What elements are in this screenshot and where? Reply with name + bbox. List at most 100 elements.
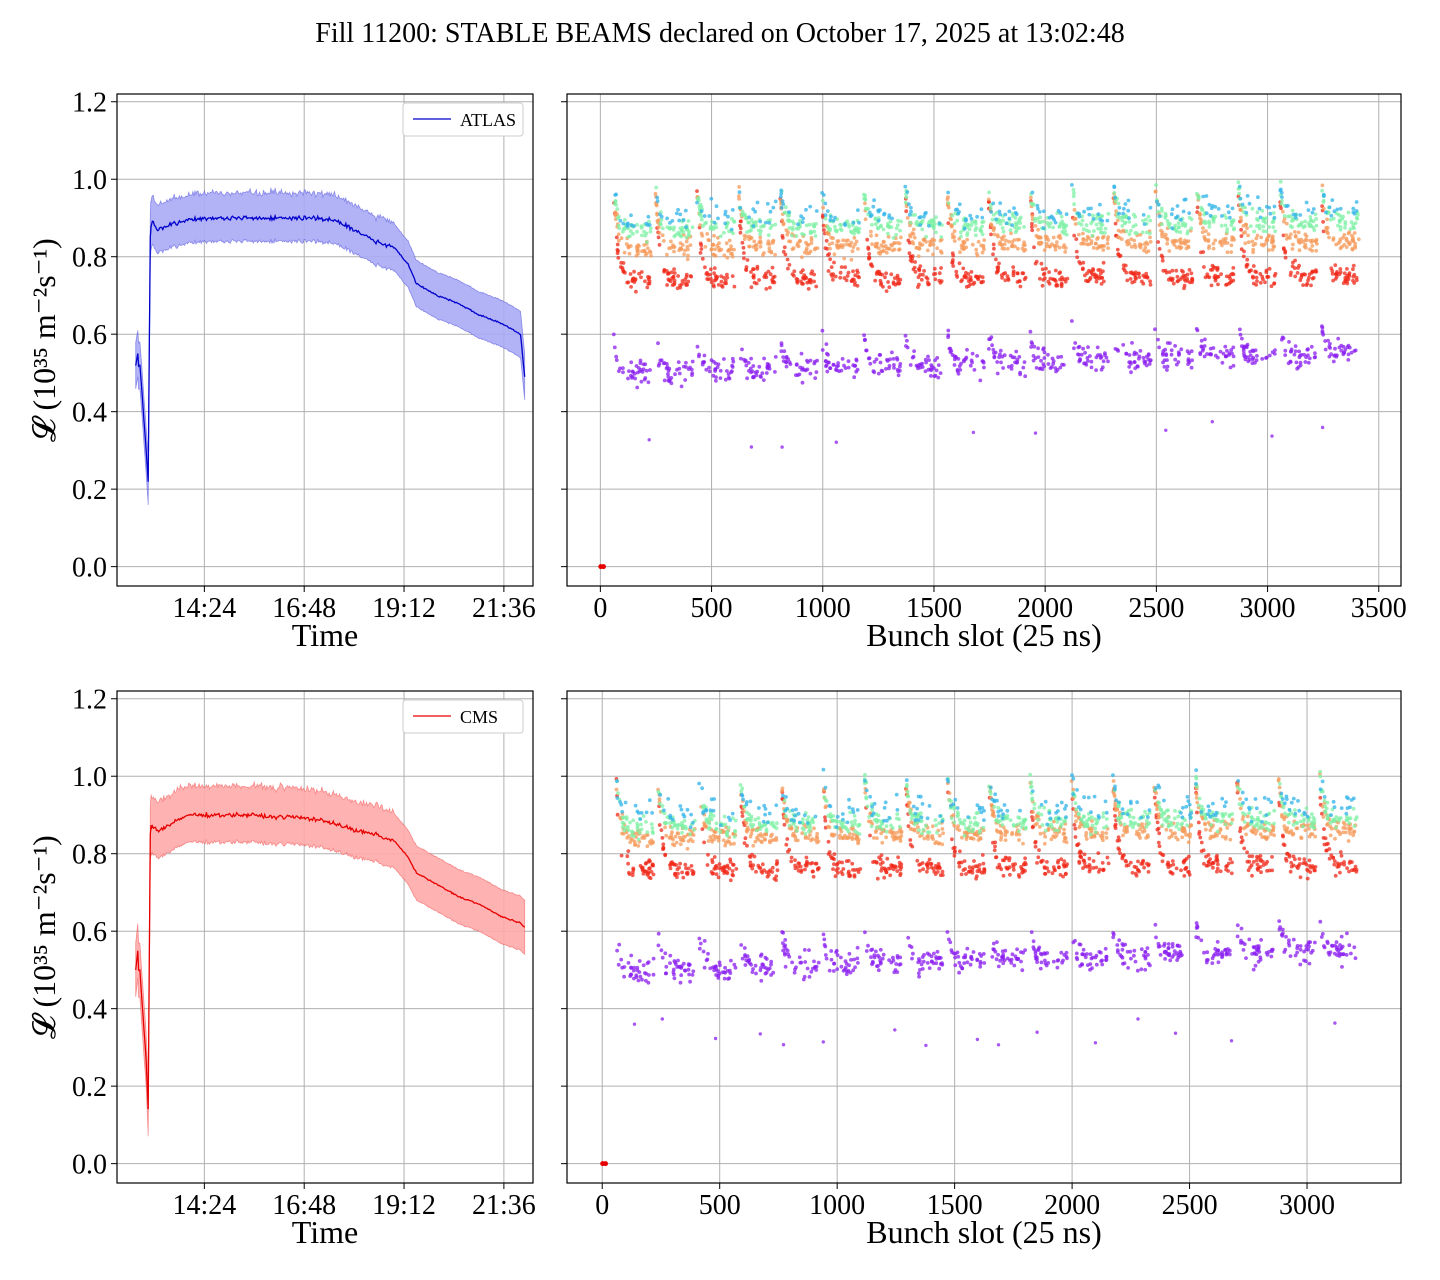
data-point (826, 269, 831, 273)
data-point (630, 838, 635, 842)
data-point (1030, 221, 1034, 226)
data-point (646, 380, 651, 385)
data-point (825, 369, 830, 374)
data-point (622, 250, 627, 255)
data-point (1309, 344, 1314, 349)
data-point (615, 779, 619, 783)
data-point (1186, 239, 1191, 244)
data-point (645, 240, 649, 245)
data-point (1033, 216, 1037, 221)
data-point (855, 830, 859, 835)
data-point (1148, 239, 1153, 244)
data-point (1175, 229, 1180, 234)
data-point (967, 824, 972, 829)
x-tick-label: 3000 (1279, 1190, 1335, 1221)
data-point (668, 221, 672, 225)
data-point (846, 829, 851, 834)
data-point (1112, 184, 1117, 189)
data-point (823, 359, 828, 363)
data-point (1225, 241, 1230, 245)
data-point (650, 811, 654, 815)
data-point (789, 826, 794, 831)
data-point (1251, 243, 1256, 248)
data-point (722, 275, 726, 280)
data-point (990, 955, 995, 959)
data-point (958, 250, 962, 255)
data-point (849, 230, 854, 235)
data-point (887, 958, 891, 962)
data-point (733, 965, 738, 970)
data-point (705, 277, 710, 281)
y-tick-label: 0.0 (72, 1150, 107, 1181)
data-point (1169, 348, 1174, 353)
data-point (793, 967, 797, 972)
data-point (663, 951, 668, 956)
data-point (1338, 206, 1343, 211)
data-point (641, 362, 646, 367)
data-point (916, 794, 921, 799)
data-point (800, 255, 804, 260)
data-point (979, 243, 984, 248)
data-point (718, 368, 723, 373)
data-point (872, 198, 876, 203)
data-point (1182, 197, 1187, 202)
data-point (681, 230, 686, 235)
data-point (863, 206, 868, 211)
data-point (1043, 234, 1048, 239)
data-point (853, 242, 857, 247)
data-point (1010, 211, 1015, 216)
data-point (1010, 223, 1014, 228)
data-point (670, 836, 674, 840)
data-point (783, 938, 788, 942)
data-point (957, 970, 961, 975)
data-point (763, 971, 768, 976)
data-point (786, 849, 790, 854)
data-point (1169, 352, 1174, 357)
data-point (757, 364, 762, 369)
data-point (805, 367, 810, 372)
data-point (916, 971, 921, 976)
data-point (668, 953, 673, 958)
data-point (615, 812, 620, 817)
data-point (767, 811, 772, 816)
data-point (762, 275, 767, 279)
data-point (993, 949, 998, 954)
data-point (794, 234, 799, 238)
data-point (955, 218, 960, 223)
data-point (752, 280, 757, 285)
data-point (762, 803, 767, 808)
data-point (744, 802, 749, 807)
data-point (632, 965, 636, 970)
data-point (1232, 237, 1236, 242)
x-tick-label: 500 (699, 1190, 741, 1221)
data-point (1081, 227, 1086, 232)
data-point (740, 347, 744, 352)
data-point (978, 378, 983, 383)
data-point (1045, 866, 1049, 871)
data-point (1021, 365, 1026, 370)
data-point (765, 820, 770, 825)
data-point (740, 240, 745, 245)
data-point (1189, 271, 1194, 276)
data-point (1247, 357, 1252, 362)
data-point (686, 866, 691, 871)
data-point (729, 244, 733, 249)
data-point (850, 835, 855, 840)
data-point (879, 853, 884, 858)
data-point (658, 358, 663, 363)
data-point (1098, 202, 1102, 207)
data-point (1106, 359, 1110, 364)
data-point (988, 788, 993, 793)
data-point (910, 259, 914, 264)
data-point (670, 830, 674, 835)
data-point (1160, 255, 1165, 260)
data-point (1353, 221, 1358, 226)
data-point (691, 833, 696, 837)
data-point (884, 870, 889, 875)
data-point (1029, 345, 1033, 349)
data-point (1283, 255, 1288, 260)
data-point (794, 807, 798, 812)
data-point (828, 246, 832, 251)
data-point (969, 223, 974, 228)
data-point (784, 364, 789, 369)
